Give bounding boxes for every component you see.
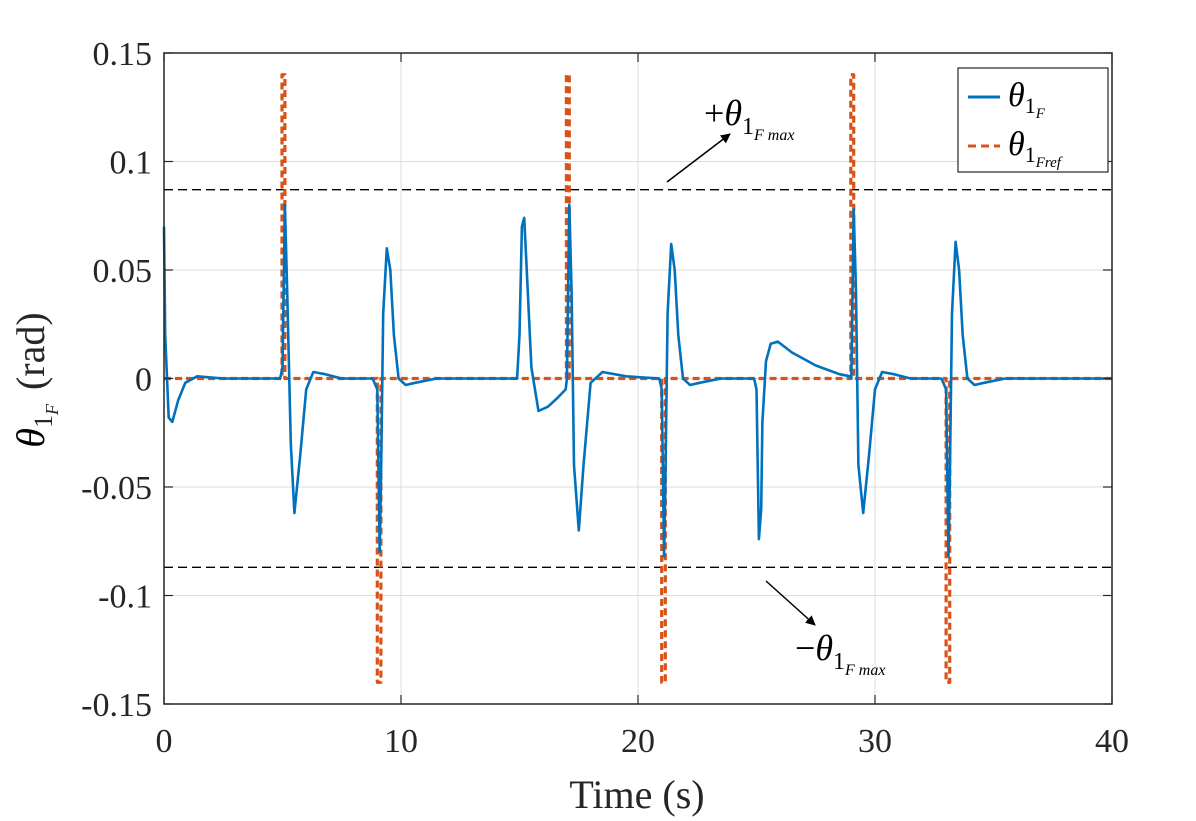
legend: θ1F θ1Fref [957,67,1109,173]
x-tick-label: 0 [156,723,173,760]
legend-label-theta1F: θ1F [1008,77,1046,122]
x-axis-label: Time (s) [569,772,704,817]
legend-label-theta1Fref: θ1Fref [1008,126,1063,171]
annotation-lower-sign: − [795,628,815,668]
y-tick-label: 0.05 [93,253,153,290]
x-tick-label: 20 [621,723,655,760]
annotation-lower-arrow [765,580,816,626]
y-tick-label: -0.15 [81,687,152,724]
y-tick-label: 0.1 [110,145,153,182]
y-tick-label: 0 [135,362,152,399]
y-tick-label: 0.15 [93,36,153,73]
annotation-upper-limit: +θ1F max [666,93,794,183]
y-tick-label: -0.05 [81,470,152,507]
annotation-upper-sign: + [704,93,724,133]
x-tick-label: 10 [384,723,418,760]
axis-ticks: 0 10 20 30 40 0.15 0.1 0.05 0 -0.05 -0.1 -0.15 [81,36,1129,760]
y-tick-label: -0.1 [98,579,152,616]
limit-lines [164,189,1112,568]
series-line-theta1Fref [164,73,1112,684]
series-line-theta1F [162,203,1112,558]
svg-text:+θ1F max: +θ1F max [704,93,794,144]
annotation-lower-limit: −θ1F max [765,580,885,679]
legend-box [957,67,1109,173]
series-layer [162,73,1112,684]
y-axis-label: θ1F(rad) [8,312,62,447]
annotation-upper-arrow [666,133,731,183]
svg-text:−θ1F max: −θ1F max [795,628,885,679]
x-tick-label: 30 [858,723,892,760]
x-tick-label: 40 [1095,723,1129,760]
